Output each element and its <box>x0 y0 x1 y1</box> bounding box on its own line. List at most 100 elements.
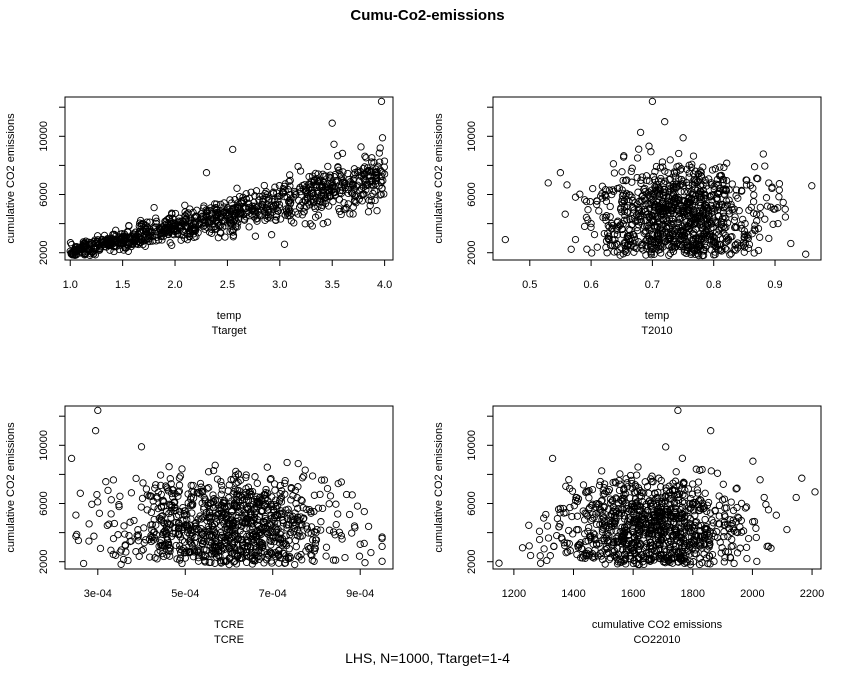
data-point <box>103 521 111 530</box>
data-point <box>303 525 311 533</box>
data-point <box>260 559 268 567</box>
data-point <box>623 522 631 531</box>
data-point <box>721 191 729 199</box>
data-point <box>627 167 635 176</box>
data-point <box>267 537 275 545</box>
data-point <box>621 524 629 532</box>
data-point <box>261 189 269 198</box>
data-point <box>130 516 138 525</box>
data-point <box>235 487 243 495</box>
data-point <box>688 236 696 244</box>
data-point <box>661 167 669 175</box>
data-point <box>715 187 724 196</box>
data-point <box>779 198 787 207</box>
data-point <box>282 521 291 529</box>
data-point <box>280 549 288 558</box>
data-point <box>147 508 156 517</box>
data-point <box>626 549 635 557</box>
data-point <box>309 198 317 207</box>
data-point <box>739 527 748 535</box>
data-point <box>582 213 591 222</box>
y-tick-label: 6000 <box>466 182 478 206</box>
data-point <box>647 249 655 257</box>
data-point <box>667 518 675 526</box>
data-point <box>137 503 145 511</box>
data-point <box>252 204 260 212</box>
data-point <box>334 510 342 518</box>
data-point <box>350 185 359 193</box>
data-point <box>568 512 576 521</box>
data-point <box>225 214 234 222</box>
data-point <box>600 503 608 512</box>
data-point <box>225 521 233 529</box>
data-point <box>242 213 250 221</box>
data-point <box>255 192 264 201</box>
data-point <box>264 530 272 538</box>
data-point <box>177 222 185 230</box>
data-point <box>697 195 706 204</box>
data-point <box>345 510 354 519</box>
data-point <box>275 181 284 190</box>
data-point <box>658 499 666 507</box>
data-point <box>364 522 373 531</box>
data-point <box>159 497 167 505</box>
data-point <box>138 228 146 236</box>
y-tick-label: 2000 <box>466 240 478 264</box>
data-point <box>657 508 665 517</box>
data-point <box>331 556 340 564</box>
data-point <box>595 481 604 489</box>
data-point <box>680 188 688 196</box>
data-point <box>681 544 689 552</box>
data-point <box>308 472 317 480</box>
data-point <box>616 205 625 213</box>
data-point <box>765 234 773 243</box>
data-point <box>198 540 207 548</box>
data-point <box>244 199 253 207</box>
data-point <box>155 224 163 232</box>
data-point <box>270 195 278 204</box>
data-point <box>746 181 755 190</box>
data-point <box>756 476 764 484</box>
data-point <box>618 225 626 234</box>
data-point <box>87 238 95 247</box>
data-point <box>344 200 352 208</box>
data-point <box>649 244 657 252</box>
data-point <box>668 217 676 225</box>
data-point <box>193 524 201 533</box>
data-point <box>282 552 290 560</box>
data-point <box>249 500 258 509</box>
data-point <box>175 530 184 538</box>
data-point <box>562 549 570 557</box>
data-point <box>602 216 610 224</box>
data-point <box>95 509 104 517</box>
data-point <box>178 465 186 473</box>
data-point <box>621 242 629 250</box>
data-point <box>579 481 588 489</box>
data-point <box>271 511 279 520</box>
data-point <box>742 181 751 189</box>
data-point <box>649 553 657 561</box>
data-point <box>186 538 195 547</box>
data-point <box>621 211 629 220</box>
y-tick-label: 2000 <box>38 240 50 264</box>
data-point <box>637 179 645 187</box>
data-point <box>197 515 205 523</box>
data-point <box>678 180 686 188</box>
data-point <box>302 522 311 530</box>
data-point <box>667 197 675 206</box>
data-point <box>330 140 338 148</box>
data-point <box>737 528 746 536</box>
data-point <box>233 184 241 192</box>
data-point <box>162 508 171 516</box>
data-point <box>605 232 613 240</box>
data-point <box>93 490 101 499</box>
data-point <box>702 201 710 209</box>
data-point <box>362 154 370 162</box>
data-point <box>600 534 608 543</box>
data-point <box>660 515 668 523</box>
data-point <box>76 489 84 497</box>
data-point <box>280 539 288 547</box>
x-tick-label: 3e-04 <box>84 588 112 600</box>
data-point <box>688 195 696 203</box>
data-point <box>634 535 642 543</box>
